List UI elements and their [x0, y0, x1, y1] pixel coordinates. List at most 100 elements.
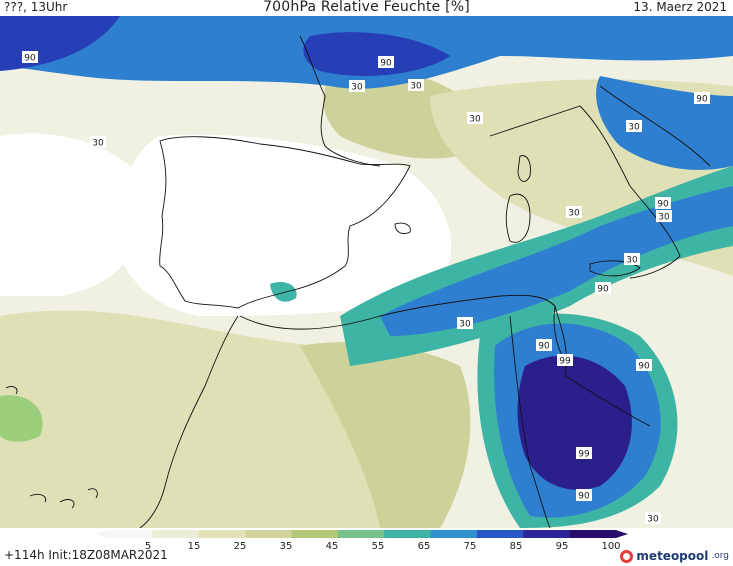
color-scale-segment — [106, 530, 153, 538]
field-blue-band — [380, 186, 733, 336]
svg-text:90: 90 — [24, 54, 36, 64]
contour-label: 90 — [22, 51, 38, 64]
color-scale-segment — [291, 530, 339, 538]
field-indigo-core — [517, 355, 632, 490]
color-scale-segment — [569, 530, 617, 538]
color-scale-segment — [198, 530, 246, 538]
border-algeria-libya — [509, 315, 551, 528]
coast-italy — [489, 105, 681, 279]
forecast-date-label: 13. Maerz 2021 — [633, 0, 727, 14]
color-scale-tick-label: 55 — [371, 541, 385, 552]
contour-label: 99 — [576, 447, 592, 460]
svg-text:30: 30 — [658, 213, 670, 223]
svg-text:30: 30 — [459, 320, 471, 330]
field-dry-atlantic — [0, 133, 150, 296]
coast-france — [299, 35, 381, 167]
contour-label: 90 — [378, 56, 394, 69]
svg-text:30: 30 — [647, 515, 659, 525]
coast-morocco — [139, 315, 239, 528]
contour-label: 90 — [595, 282, 611, 295]
color-scale-tick-label: 25 — [233, 541, 247, 552]
coast-adriatic — [599, 85, 711, 167]
coast-iberia — [159, 136, 411, 309]
svg-text:90: 90 — [597, 285, 609, 295]
color-scale-tick-label: 75 — [463, 541, 477, 552]
contour-labels: 90 90 90 30 30 30 30 30 30 90 30 90 30 3… — [22, 51, 710, 525]
contour-label: 90 — [576, 489, 592, 502]
color-scale-segment — [337, 530, 385, 538]
contour-label: 30 — [349, 80, 365, 93]
contour-label: 99 — [557, 354, 573, 367]
coast-africa — [239, 294, 651, 427]
brand-logo[interactable]: meteopool .org — [620, 549, 729, 563]
color-scale-underflow-arrow — [96, 530, 106, 538]
color-scale-segment — [152, 530, 200, 538]
humidity-field — [0, 16, 733, 528]
island-madeira — [5, 385, 18, 395]
contour-label: 30 — [467, 112, 483, 125]
contour-label: 30 — [624, 253, 640, 266]
color-scale-tick-label: 95 — [555, 541, 569, 552]
svg-text:30: 30 — [351, 83, 363, 93]
color-scale-segment — [476, 530, 524, 538]
color-scale-tick-label: 5 — [144, 541, 152, 552]
color-scale-tick-label: 35 — [279, 541, 293, 552]
contour-label: 90 — [636, 359, 652, 372]
contour-label: 90 — [655, 197, 671, 210]
contour-label: 90 — [694, 92, 710, 105]
color-scale-segment — [384, 530, 432, 538]
brand-icon — [620, 549, 634, 563]
contour-label: 30 — [408, 79, 424, 92]
svg-text:90: 90 — [380, 59, 392, 69]
svg-text:30: 30 — [628, 123, 640, 133]
island-sardinia — [505, 193, 531, 243]
svg-text:90: 90 — [578, 492, 590, 502]
color-scale-tick-label: 85 — [509, 541, 523, 552]
contour-label: 90 — [536, 339, 552, 352]
svg-text:30: 30 — [92, 139, 104, 149]
contour-label: 30 — [626, 120, 642, 133]
contour-label: 30 — [566, 206, 582, 219]
field-teal-spot — [270, 281, 297, 302]
contour-label: 30 — [645, 512, 661, 525]
color-scale-segment — [430, 530, 478, 538]
model-run-info: +114h Init:18Z08MAR2021 — [4, 548, 168, 562]
island-sicily — [589, 260, 641, 277]
svg-text:30: 30 — [410, 82, 422, 92]
contour-label: 30 — [457, 317, 473, 330]
svg-text:30: 30 — [626, 256, 638, 266]
svg-text:90: 90 — [696, 95, 708, 105]
field-navy-north — [303, 32, 450, 76]
forecast-time-label: ???, 13Uhr — [4, 0, 68, 14]
color-scale-tick-label: 65 — [417, 541, 431, 552]
contour-label: 30 — [656, 210, 672, 223]
svg-text:30: 30 — [568, 209, 580, 219]
brand-tld: .org — [711, 551, 729, 561]
color-scale-segment — [523, 530, 571, 538]
color-scale-overflow-arrow — [616, 530, 628, 538]
coastlines — [5, 35, 711, 528]
humidity-map: 90 90 90 30 30 30 30 30 30 90 30 90 30 3… — [0, 16, 733, 528]
color-scale-segment — [245, 530, 292, 538]
svg-text:90: 90 — [538, 342, 550, 352]
svg-text:99: 99 — [559, 357, 571, 367]
color-scale-tick-label: 45 — [325, 541, 339, 552]
map-title: 700hPa Relative Feuchte [%] — [263, 0, 470, 15]
brand-name: meteopool — [636, 549, 709, 563]
island-balearic — [394, 222, 411, 235]
svg-text:30: 30 — [469, 115, 481, 125]
contour-label: 30 — [90, 136, 106, 149]
field-green-west — [0, 395, 43, 442]
color-scale-legend: 5 15 25 35 45 55 65 75 85 95 100 — [96, 528, 631, 552]
color-scale-tick-label: 100 — [601, 541, 621, 552]
color-scale-tick-label: 15 — [187, 541, 201, 552]
island-corsica — [517, 155, 531, 182]
svg-text:90: 90 — [657, 200, 669, 210]
field-olive-africa — [300, 342, 471, 528]
color-scale-bar — [96, 530, 628, 538]
svg-text:99: 99 — [578, 450, 590, 460]
svg-text:90: 90 — [638, 362, 650, 372]
field-dry-iberia — [114, 134, 452, 316]
islands-canary — [29, 488, 98, 509]
